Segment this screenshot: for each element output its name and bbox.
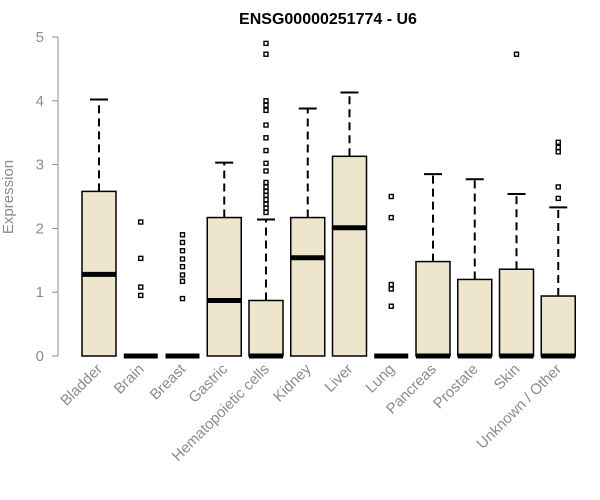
outlier-point [179,248,186,254]
outlier-point [263,196,269,203]
outlier-point [263,107,269,114]
outlier-point [263,184,269,190]
box-8 [415,173,451,359]
x-tick-label-5: Kidney [270,360,315,405]
y-tick-label-2: 2 [36,220,44,237]
box-rect [415,260,451,357]
y-axis-label: Expression [0,160,17,234]
outlier-point [388,193,394,200]
box-series [81,40,576,359]
outlier-point [388,281,394,288]
box-rect [331,155,368,357]
outlier-point [179,239,186,246]
outlier-point [138,219,144,225]
outlier-point [263,209,269,216]
box-rect [206,216,242,357]
y-tick-label-4: 4 [36,93,44,110]
box-10 [498,51,535,359]
y-axis: 0 1 2 3 4 5 [36,29,59,365]
box-0 [81,98,117,357]
box-rect [290,216,326,357]
box-9 [457,178,493,359]
y-tick-label-5: 5 [36,29,44,46]
box-11 [540,139,576,359]
box-3 [206,161,242,357]
box-rect [498,268,535,357]
outlier-point [263,135,269,141]
x-tick-label-6: Liver [321,361,356,396]
outlier-point [263,168,269,174]
outlier-point [138,292,144,299]
box-rect [248,299,284,357]
y-tick-label-1: 1 [36,284,44,301]
box-rect [540,295,576,357]
outlier-point [388,214,394,221]
outlier-point [179,256,186,262]
outlier-point [263,160,269,167]
outlier-point [263,98,269,104]
box-6 [331,91,368,357]
outlier-point [388,303,394,309]
box-4 [248,40,284,359]
outlier-point [263,147,269,154]
chart-title: ENSG00000251774 - U6 [239,11,417,28]
y-tick-label-0: 0 [36,348,44,365]
outlier-point [263,188,269,195]
x-tick-label-10: Skin [491,361,524,394]
outlier-point [179,272,186,278]
outlier-point [555,184,561,190]
outlier-point [179,295,186,302]
outlier-point [138,284,144,290]
outlier-point [555,139,561,145]
outlier-point [555,195,561,202]
outlier-point [263,40,269,47]
x-tick-label-0: Bladder [57,361,106,410]
outlier-point [555,144,561,151]
x-tick-label-2: Breast [147,360,190,403]
outlier-point [513,51,520,57]
outlier-point [263,102,269,108]
x-tick-label-7: Lung [362,361,398,397]
outlier-point [263,51,269,57]
box-2 [165,232,200,359]
box-1 [123,219,158,359]
outlier-point [179,263,186,270]
outlier-point [555,149,561,155]
outlier-point [263,179,269,186]
y-tick-label-3: 3 [36,157,44,174]
outlier-point [179,278,186,285]
outlier-point [138,255,144,262]
outlier-point [179,232,186,238]
box-rect [457,278,493,357]
outlier-point [388,286,394,292]
x-tick-label-9: Prostate [430,361,482,413]
outlier-point [263,201,269,207]
outlier-point [263,122,269,128]
box-5 [290,107,326,357]
x-tick-label-1: Brain [111,361,148,398]
box-7 [374,193,409,359]
